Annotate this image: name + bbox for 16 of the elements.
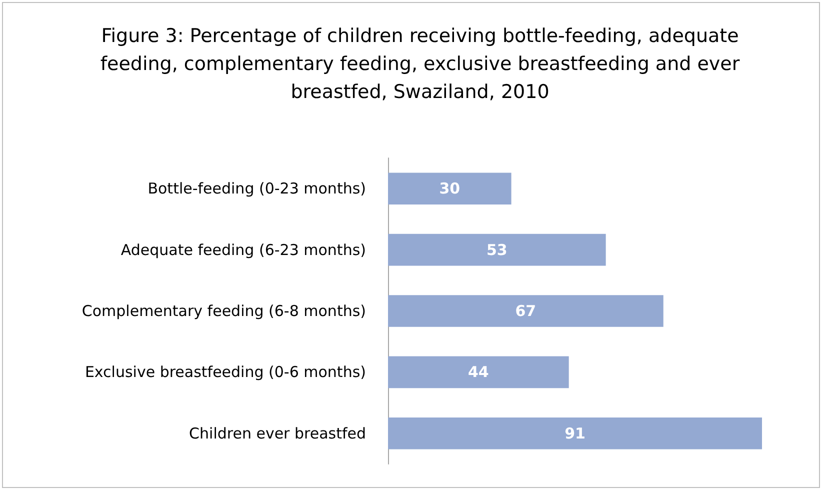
y-tick-label: Exclusive breastfeeding (0-6 months) bbox=[84, 363, 366, 382]
data-label: 67 bbox=[515, 302, 536, 320]
data-label: 53 bbox=[486, 240, 508, 259]
bar bbox=[388, 417, 762, 450]
chart-title: Figure 3: Percentage of children receiving bottle-feeding, adequate feeding, complementary feeding, exclusive breastfeeding and ever breastfed, Swaziland, 2010 bbox=[99, 24, 741, 105]
bar bbox=[388, 234, 606, 266]
bar bbox=[388, 172, 512, 205]
bar bbox=[388, 295, 664, 327]
data-label: 44 bbox=[468, 363, 489, 382]
y-tick-label: Complementary feeding (6-8 months) bbox=[82, 302, 366, 320]
y-tick-label: Adequate feeding (6-23 months) bbox=[120, 240, 366, 259]
y-tick-label: Bottle-feeding (0-23 months) bbox=[148, 180, 366, 198]
bar bbox=[388, 356, 569, 388]
data-label: 91 bbox=[564, 424, 586, 442]
data-label: 30 bbox=[439, 180, 460, 198]
y-tick-label: Children ever breastfed bbox=[189, 424, 366, 442]
